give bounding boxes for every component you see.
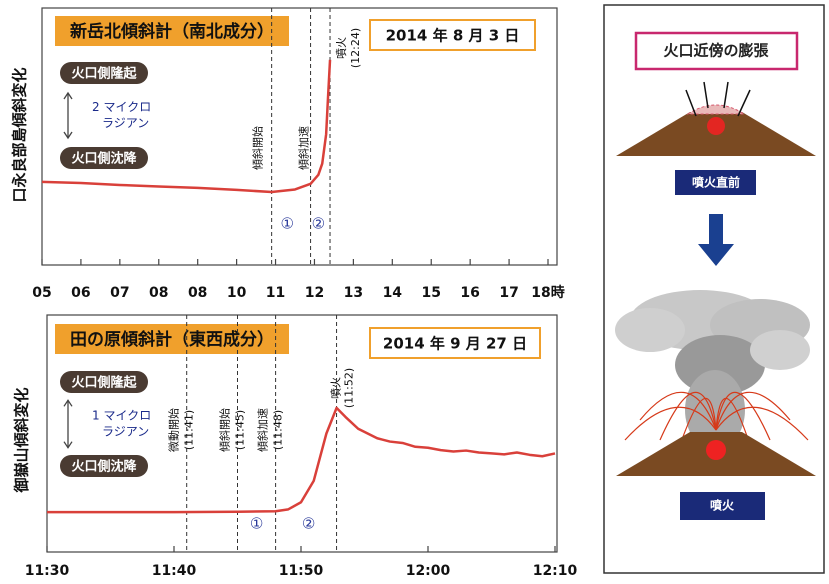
phase-number: ① [250,515,263,533]
x-tick-label: 13 [344,285,363,301]
phase-number: ② [302,515,315,533]
event-label: 傾斜開始 [218,408,232,452]
x-tick-label: 11:30 [25,563,70,579]
y-axis-label: 口永良部島傾斜変化 [11,67,29,202]
magma [706,440,726,460]
x-tick-label: 07 [110,285,129,301]
before-label: 噴火直前 [692,175,740,190]
chart-title: 田の原傾斜計（東西成分） [70,329,274,350]
magma [707,117,725,135]
event-label: 傾斜加速 [256,408,270,452]
x-tick-label: 14 [383,285,403,301]
event-time: (11:45) [234,410,247,450]
pill-label: 火口側隆起 [71,66,137,82]
x-tick-label: 11:40 [152,563,197,579]
x-tick-label: 11:50 [279,563,324,579]
event-label: 噴火 [335,37,348,59]
scale-label: 2 マイクロ [92,100,151,114]
eruption-label: 噴火 [710,498,735,513]
event-label: 傾斜加速 [297,126,311,170]
event-label: 微動開始 [167,408,181,452]
x-tick-label: 18時 [531,284,564,301]
expansion-label: 火口近傍の膨張 [663,42,769,60]
diagram-panel [604,5,824,573]
x-tick-label: 08 [149,285,168,301]
x-tick-label: 16 [460,285,479,301]
scale-label: 1 マイクロ [92,409,151,423]
x-tick-label: 05 [32,285,51,301]
x-tick-label: 15 [421,285,440,301]
x-tick-label: 10 [227,285,247,301]
figure: 火口近傍の膨張 噴火直前 噴火 新岳北傾斜計（南北成分） 2014 年 8 月 3… [0,0,829,580]
event-label: 傾斜開始 [251,126,265,170]
event-label: 噴火 [330,377,343,399]
scale-label: ラジアン [102,425,149,439]
x-tick-label: 17 [499,285,518,301]
phase-number: ① [280,215,293,233]
y-axis-label: 御嶽山傾斜変化 [13,387,31,493]
event-time: (11:52) [343,368,356,408]
pill-label: 火口側沈降 [71,151,137,167]
pill-label: 火口側隆起 [71,375,137,391]
x-tick-label: 12 [305,285,324,301]
event-time: (11:48) [272,410,285,450]
pill-label: 火口側沈降 [71,459,137,475]
chart-title: 新岳北傾斜計（南北成分） [70,21,274,42]
event-time: (11:41) [183,410,196,450]
phase-number: ② [312,215,325,233]
date-label: 2014 年 8 月 3 日 [386,27,520,45]
x-tick-label: 06 [71,285,90,301]
x-tick-label: 12:10 [533,563,578,579]
scale-label: ラジアン [102,116,149,130]
date-label: 2014 年 9 月 27 日 [383,335,527,353]
x-tick-label: 08 [188,285,207,301]
x-tick-label: 12:00 [406,563,451,579]
event-time: (12:24) [349,28,362,68]
x-tick-label: 11 [266,285,285,301]
